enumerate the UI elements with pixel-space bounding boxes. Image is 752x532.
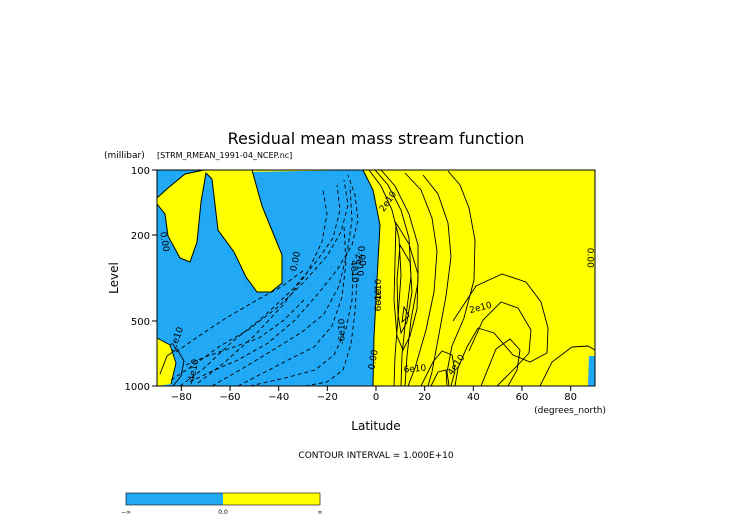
contour-label: 0.00 xyxy=(367,349,380,371)
y-tick-label: 100 xyxy=(131,166,150,177)
negative-fill-texture xyxy=(157,170,380,386)
contour-label: -4e10 xyxy=(187,358,201,386)
x-axis-label: Latitude xyxy=(351,419,400,433)
colorbar-label-negative: −∞ xyxy=(121,509,131,516)
positive-contours xyxy=(368,170,595,386)
y-tick-label: 200 xyxy=(131,231,150,242)
contour-label: 6e10 xyxy=(403,364,427,376)
contour-label: 2e10 xyxy=(352,253,364,277)
colorbar-label-positive: ∞ xyxy=(318,509,323,516)
y-axis-label: Level xyxy=(107,262,121,294)
contour-label: 0.00 xyxy=(157,231,170,253)
x-tick-label: 20 xyxy=(418,392,431,403)
contour-label: 4e10 xyxy=(374,279,384,302)
colorbar: −∞ 0.0 ∞ xyxy=(121,492,323,516)
colorbar-frame xyxy=(125,492,321,506)
colorbar-positive-swatch xyxy=(223,493,320,505)
y-axis-units: (millibar) xyxy=(104,151,145,161)
contour-label: 0.00 xyxy=(355,246,367,267)
contour-interval-note: CONTOUR INTERVAL = 1.000E+10 xyxy=(298,451,453,461)
x-tick-label: 80 xyxy=(564,392,577,403)
y-tick-label: 1000 xyxy=(125,382,150,393)
x-tick-label: 60 xyxy=(516,392,529,403)
x-tick-label: 40 xyxy=(467,392,480,403)
positive-island-upper-left xyxy=(157,170,282,292)
chart-title: Residual mean mass stream function xyxy=(228,129,525,148)
x-tick-label: 0 xyxy=(373,392,379,403)
zero-contour-center xyxy=(362,170,381,386)
x-tick-label: −80 xyxy=(171,392,192,403)
contour-label: 6e10 xyxy=(374,288,384,311)
colorbar-negative-texture xyxy=(126,493,223,505)
x-axis-units: (degrees_north) xyxy=(534,406,606,416)
contour-label: -6e10 xyxy=(337,318,347,344)
x-tick-label: −40 xyxy=(268,392,289,403)
y-axis: 100 200 500 1000 xyxy=(125,166,157,393)
chart-subtitle: [STRM_RMEAN_1991-04_NCEP.nc] xyxy=(157,151,292,160)
contour-label: 4e10 xyxy=(348,260,360,284)
contour-label: 0.00 xyxy=(585,248,595,268)
lower-left-contour-cluster xyxy=(157,337,185,386)
y-tick-label: 500 xyxy=(131,317,150,328)
x-tick-label: −60 xyxy=(219,392,240,403)
positive-island-lower-right xyxy=(588,356,595,386)
negative-contours xyxy=(170,174,359,386)
zero-contour-left xyxy=(157,170,283,293)
colorbar-label-zero: 0.0 xyxy=(218,509,228,516)
x-tick-label: −20 xyxy=(317,392,338,403)
x-axis: −80 −60 −40 −20 0 20 40 60 80 xyxy=(171,386,577,403)
contour-label: 0.00 xyxy=(289,250,303,272)
